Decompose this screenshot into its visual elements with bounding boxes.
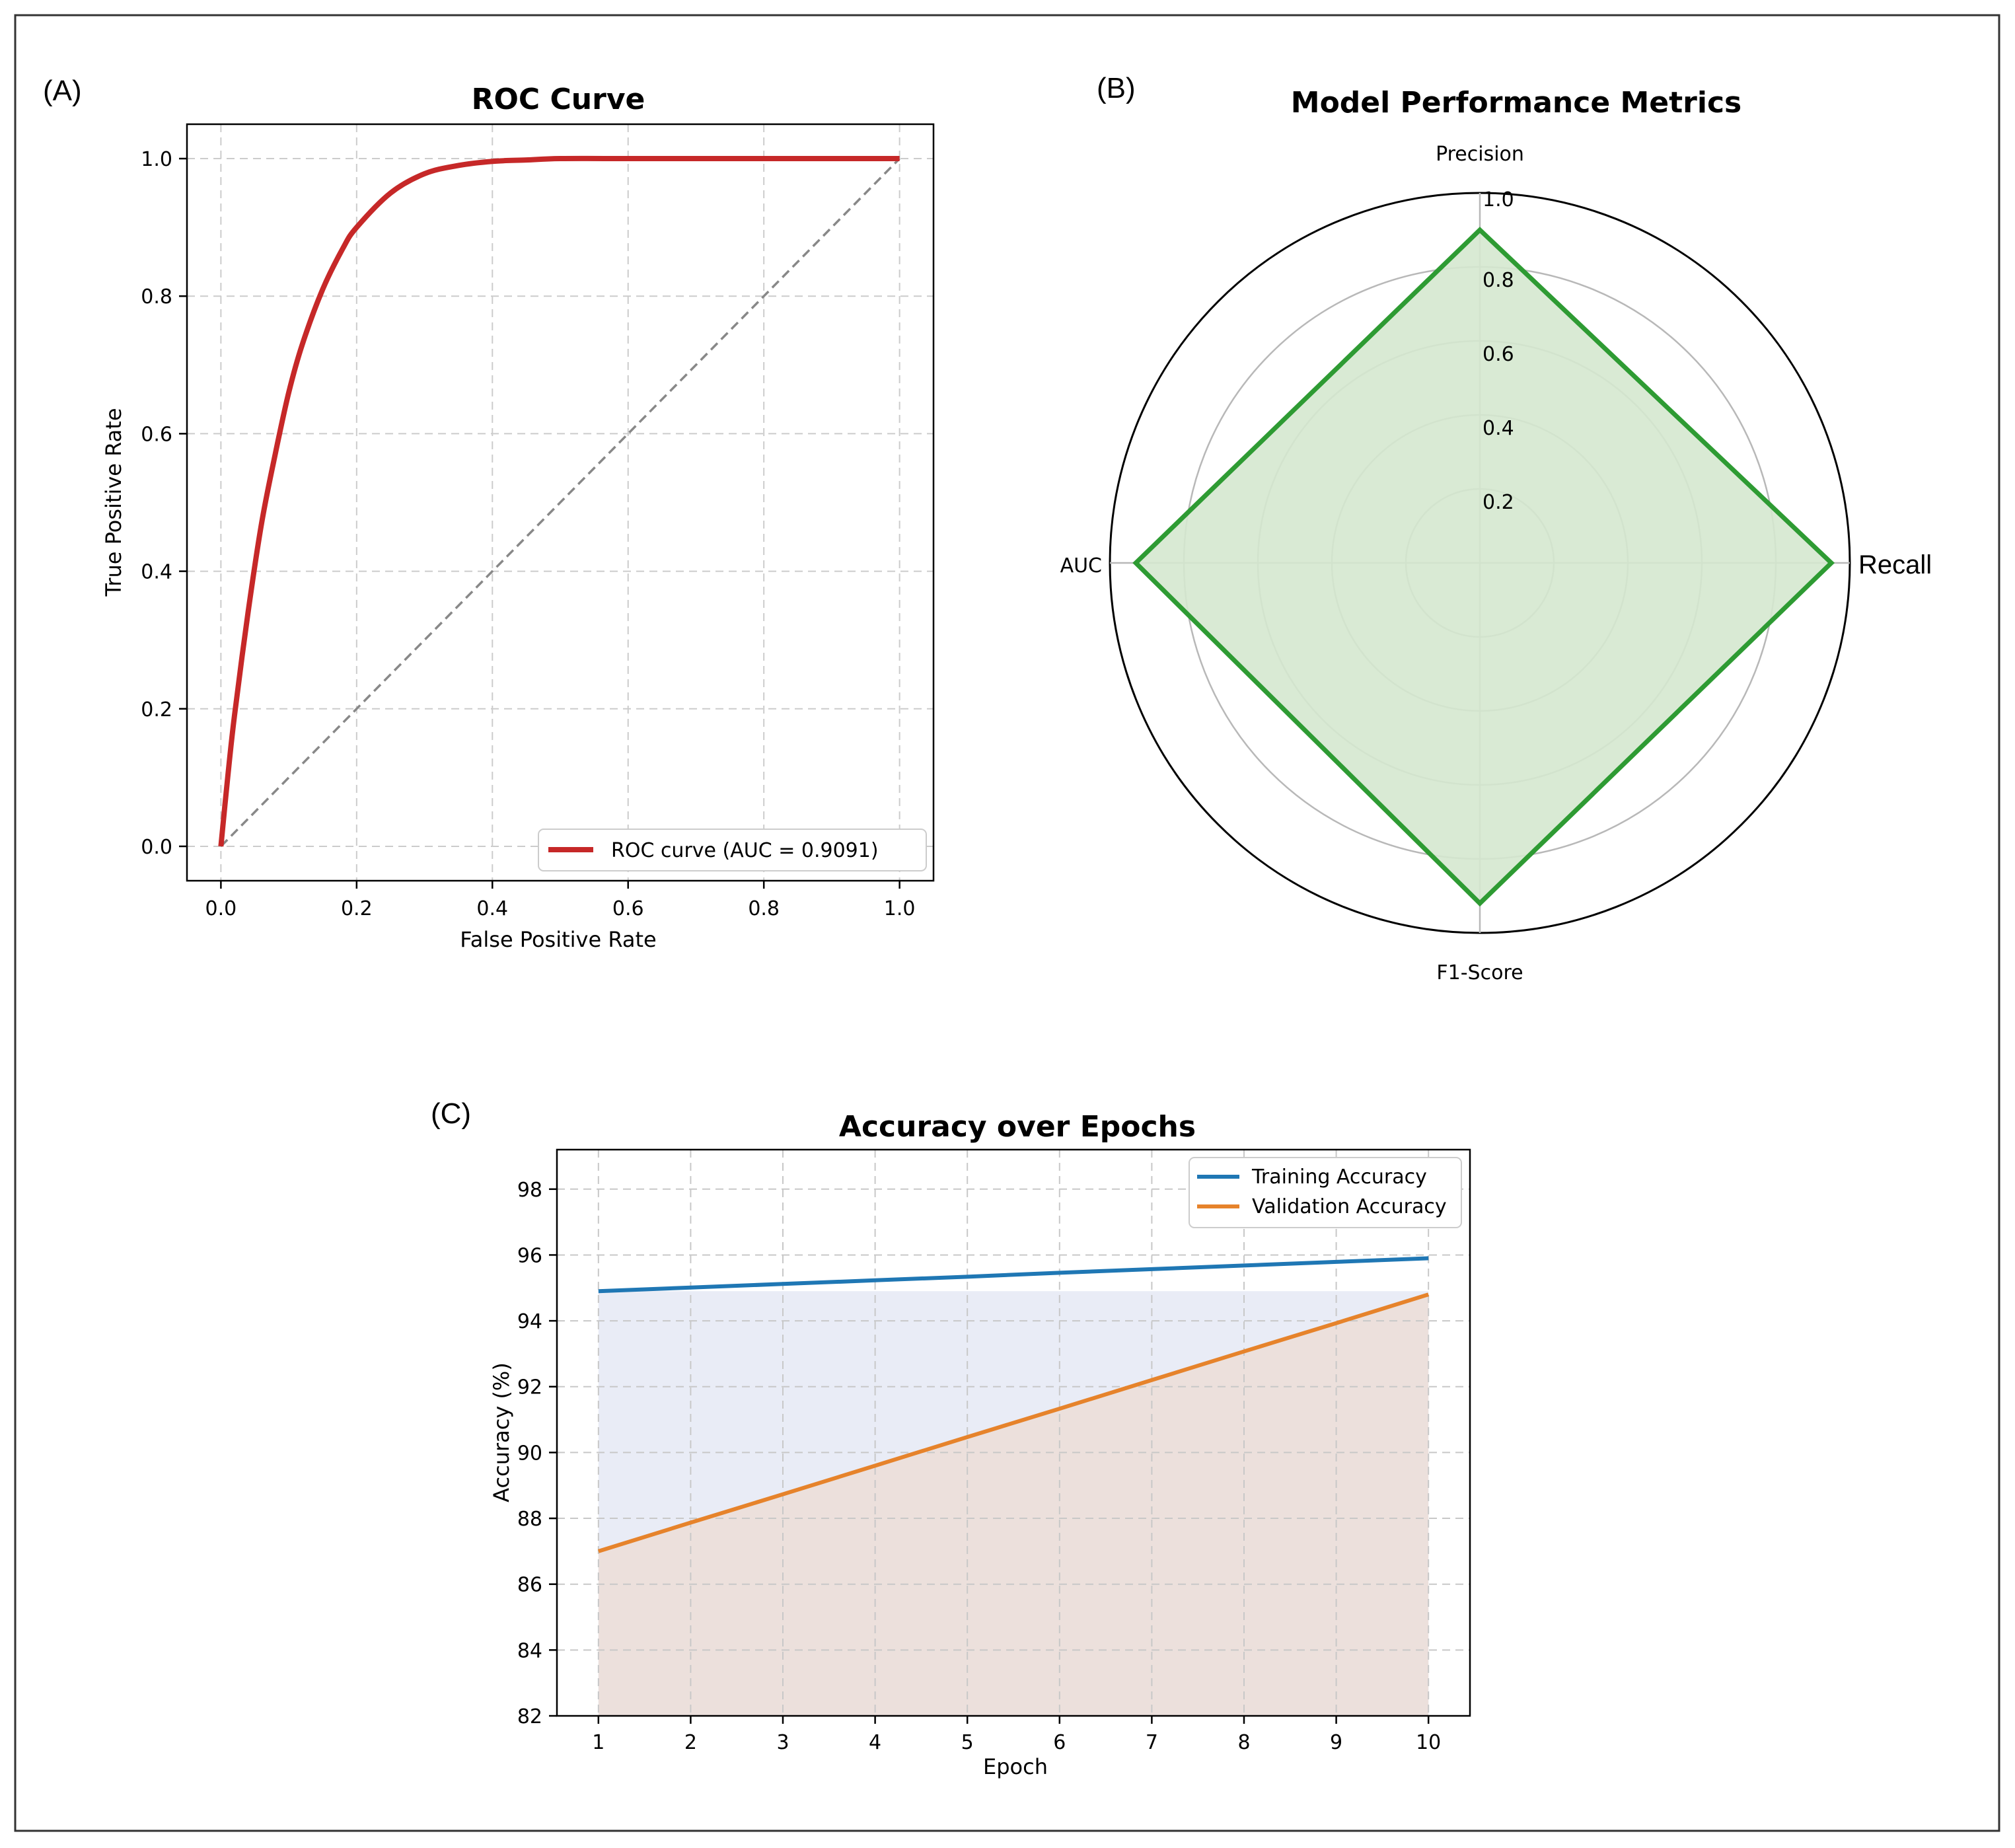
radar-axis-auc: AUC	[1060, 554, 1102, 577]
roc-y-tick-label: 0.4	[141, 561, 172, 584]
radar-r-tick-label: 1.0	[1483, 188, 1514, 211]
accuracy-x-tick-label: 3	[776, 1731, 789, 1754]
roc-x-ticks: 0.0 0.2 0.4 0.6 0.8 1.0	[205, 881, 916, 920]
roc-chance-line	[220, 157, 900, 848]
accuracy-chart: Accuracy over Epochs 1 2 3 4 5 6 7 8 9 10 8284868…	[489, 1110, 1471, 1779]
accuracy-x-tick-label: 10	[1416, 1731, 1441, 1754]
roc-x-tick-label: 0.2	[341, 897, 373, 920]
accuracy-title: Accuracy over Epochs	[839, 1110, 1196, 1144]
accuracy-y-tick-label: 82	[517, 1705, 542, 1728]
radar-axis-precision: Precision	[1436, 143, 1524, 166]
accuracy-x-tick-label: 9	[1330, 1731, 1342, 1754]
radar-polygon	[1132, 227, 1835, 907]
roc-curve-line	[218, 155, 900, 847]
roc-x-label: False Positive Rate	[460, 927, 656, 952]
roc-y-tick-label: 0.6	[141, 423, 172, 446]
roc-x-tick-label: 0.8	[748, 897, 780, 920]
panel-label-b: (B)	[1097, 72, 1136, 104]
accuracy-grid	[557, 1150, 1470, 1717]
accuracy-x-tick-label: 5	[961, 1731, 974, 1754]
training-accuracy-line	[598, 1256, 1429, 1294]
roc-x-tick-label: 0.0	[205, 897, 237, 920]
accuracy-x-ticks: 1 2 3 4 5 6 7 8 9 10	[592, 1716, 1441, 1754]
roc-legend-box	[538, 829, 927, 871]
accuracy-x-tick-label: 1	[592, 1731, 604, 1754]
roc-title: ROC Curve	[472, 83, 645, 116]
roc-x-tick-label: 0.4	[476, 897, 508, 920]
accuracy-y-tick-label: 90	[517, 1442, 542, 1465]
roc-y-tick-label: 0.0	[141, 836, 172, 859]
radar-axis-f1: F1-Score	[1436, 961, 1523, 984]
validation-fill-area	[598, 1294, 1429, 1716]
accuracy-y-label: Accuracy (%)	[489, 1362, 514, 1502]
accuracy-x-tick-label: 8	[1237, 1731, 1250, 1754]
accuracy-y-tick-label: 96	[517, 1244, 542, 1267]
roc-y-label: True Positive Rate	[101, 408, 126, 597]
radar-r-tick-label: 0.4	[1483, 417, 1514, 440]
radar-r-tick-label: 0.8	[1483, 269, 1514, 292]
roc-legend: ROC curve (AUC = 0.9091)	[538, 829, 927, 871]
accuracy-y-tick-label: 94	[517, 1310, 542, 1333]
roc-legend-label: ROC curve (AUC = 0.9091)	[611, 839, 879, 862]
accuracy-y-tick-label: 86	[517, 1574, 542, 1597]
roc-x-tick-label: 1.0	[884, 897, 916, 920]
roc-x-tick-label: 0.6	[612, 897, 644, 920]
roc-y-tick-label: 0.2	[141, 698, 172, 721]
roc-axes-frame	[186, 123, 935, 882]
accuracy-legend: Training Accuracy Validation Accuracy	[1189, 1157, 1462, 1228]
panel-label-a: (A)	[43, 75, 82, 107]
accuracy-legend-box	[1189, 1157, 1462, 1228]
legend-label-validation: Validation Accuracy	[1252, 1195, 1447, 1218]
accuracy-y-tick-label: 98	[517, 1179, 542, 1202]
radar-axis-recall: Recall	[1858, 550, 1932, 579]
validation-accuracy-line	[597, 1292, 1430, 1553]
radar-r-tick-label: 0.6	[1483, 343, 1514, 366]
accuracy-x-tick-label: 4	[869, 1731, 881, 1754]
accuracy-y-tick-label: 92	[517, 1376, 542, 1399]
radar-r-tick-label: 0.2	[1483, 491, 1514, 514]
roc-y-tick-label: 1.0	[141, 148, 172, 171]
accuracy-y-ticks: 82 84 86 88 90 92 94 96 98	[517, 1179, 557, 1728]
radar-title: Model Performance Metrics	[1291, 86, 1741, 120]
roc-y-tick-label: 0.8	[141, 285, 172, 309]
accuracy-axes-frame	[556, 1148, 1471, 1717]
roc-chart: ROC Curve 0.0 0.2 0.4 0.6 0.8 1.0 0.00.20.40.…	[101, 83, 935, 952]
accuracy-x-tick-label: 7	[1146, 1731, 1158, 1754]
accuracy-y-tick-label: 88	[517, 1508, 542, 1531]
legend-label-training: Training Accuracy	[1251, 1165, 1427, 1189]
panel-label-c: (C)	[431, 1097, 471, 1130]
roc-y-ticks: 0.0 0.2 0.4 0.6 0.8 1.0	[141, 148, 187, 859]
accuracy-x-tick-label: 6	[1053, 1731, 1066, 1754]
radar-r-ticks: 0.2 0.4 0.6 0.8 1.0	[1483, 188, 1514, 514]
accuracy-x-label: Epoch	[983, 1754, 1048, 1779]
radar-chart: Model Performance Metrics 0.2 0.4 0.6 0.8 1.…	[1060, 86, 1932, 984]
accuracy-x-tick-label: 2	[684, 1731, 697, 1754]
accuracy-y-tick-label: 84	[517, 1639, 542, 1662]
